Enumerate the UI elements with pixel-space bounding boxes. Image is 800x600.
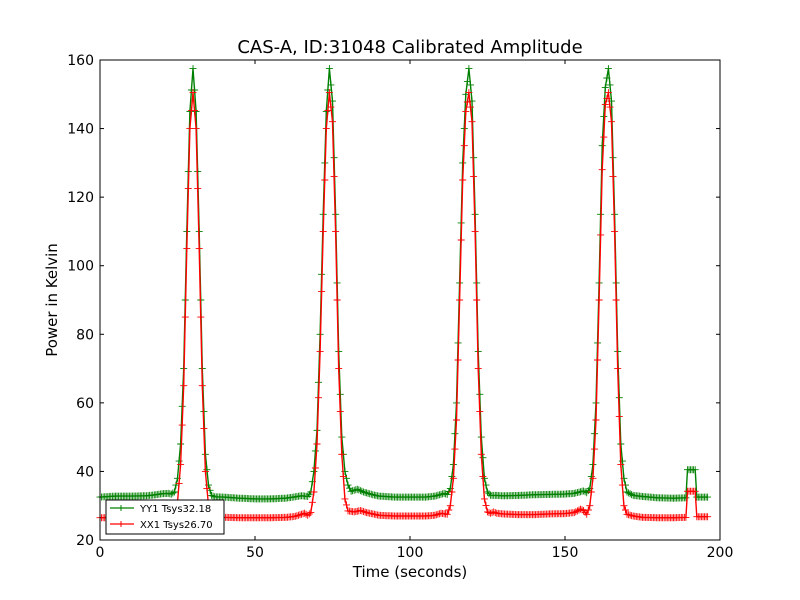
legend-label-yy1: YY1 Tsys32.18 (139, 504, 211, 515)
y-tick-label: 100 (67, 259, 94, 275)
legend-marker-yy1 (118, 505, 124, 511)
y-tick-label: 80 (76, 327, 94, 343)
y-tick-label: 140 (67, 122, 94, 138)
y-tick-label: 60 (76, 396, 94, 412)
legend-label-xx1: XX1 Tsys26.70 (140, 520, 213, 531)
legend-box (105, 499, 225, 535)
y-tick-label: 20 (76, 533, 94, 549)
y-axis: 20 40 60 80 100 120 140 160 (67, 53, 720, 549)
legend-entry-xx1: XX1 Tsys26.70 (110, 520, 213, 531)
legend: YY1 Tsys32.18 XX1 Tsys26.70 (105, 499, 225, 535)
x-tick-label: 200 (707, 545, 734, 561)
y-tick-label: 120 (67, 190, 94, 206)
y-tick-label: 40 (76, 464, 94, 480)
x-tick-label: 150 (552, 545, 579, 561)
plot-frame (99, 59, 721, 541)
y-tick-label: 160 (67, 53, 94, 69)
y-axis-label: Power in Kelvin (43, 243, 61, 357)
plot-area (96, 65, 712, 522)
x-tick-label: 100 (397, 545, 424, 561)
chart-title: CAS-A, ID:31048 Calibrated Amplitude (237, 37, 582, 58)
x-tick-label: 50 (246, 545, 264, 561)
legend-entry-yy1: YY1 Tsys32.18 (110, 504, 211, 515)
x-tick-label: 0 (96, 545, 105, 561)
legend-marker-xx1 (118, 521, 124, 527)
x-axis-label: Time (seconds) (352, 563, 468, 581)
